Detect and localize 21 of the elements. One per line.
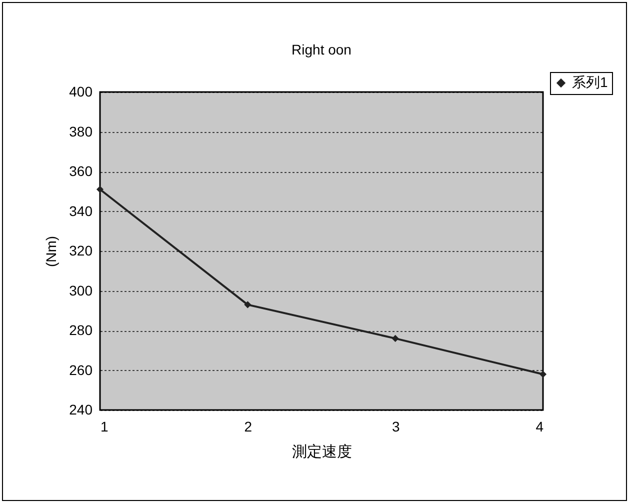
x-tick-label: 2 xyxy=(244,418,252,434)
y-tick-label: 340 xyxy=(69,202,93,219)
y-tick-label: 380 xyxy=(69,123,93,140)
y-tick-label: 260 xyxy=(69,362,93,378)
y-tick-label: 360 xyxy=(69,163,93,179)
y-axis-title: (Nm) xyxy=(43,236,60,268)
y-tick-label: 320 xyxy=(69,242,93,258)
x-tick-label: 1 xyxy=(100,418,108,434)
y-tick-label: 280 xyxy=(69,322,93,338)
point xyxy=(539,370,547,378)
point xyxy=(244,301,252,308)
x-tick-label: 4 xyxy=(536,418,544,434)
y-tick-label: 300 xyxy=(69,282,93,298)
legend-label: 系列1 xyxy=(572,74,608,90)
point xyxy=(96,186,104,193)
y-tick-label: 240 xyxy=(69,402,93,418)
chart-title: Right oon xyxy=(292,42,352,58)
y-tick-label: 400 xyxy=(69,84,93,100)
point xyxy=(392,334,399,342)
x-axis-title: 測定速度 xyxy=(292,444,352,460)
x-tick-label: 3 xyxy=(392,418,400,434)
